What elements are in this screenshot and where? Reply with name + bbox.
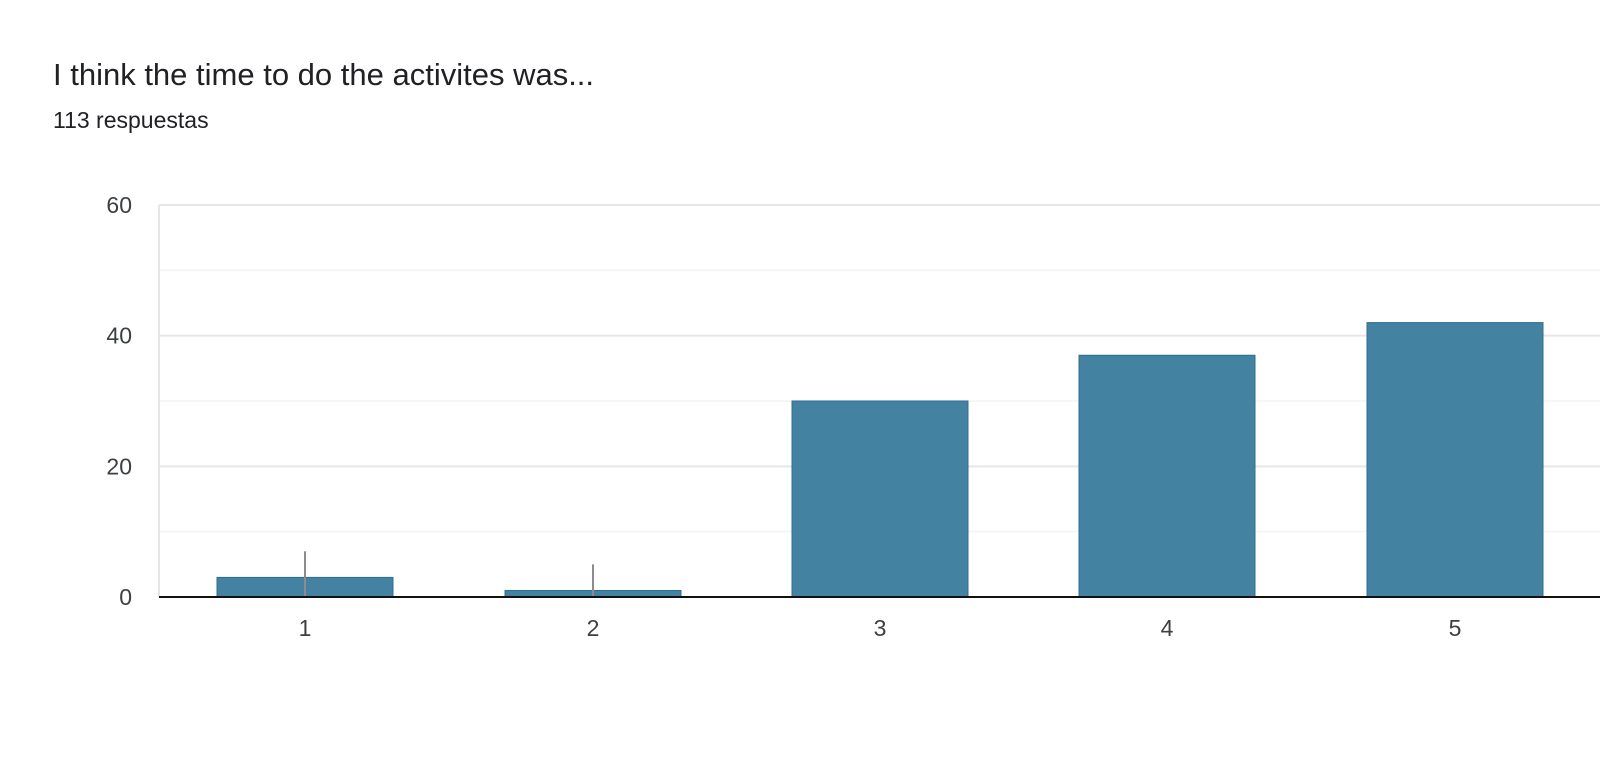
response-count: 113 respuestas	[53, 107, 209, 133]
y-tick-label: 60	[106, 192, 132, 218]
y-tick-label: 40	[106, 323, 132, 349]
bar-5[interactable]	[1366, 322, 1544, 598]
bars	[216, 322, 1544, 598]
x-tick-label: 3	[874, 615, 887, 641]
x-tick-label: 5	[1449, 615, 1462, 641]
bar-3[interactable]	[791, 400, 969, 598]
x-tick-label: 4	[1161, 615, 1174, 641]
question-title: I think the time to do the activites was…	[53, 57, 595, 92]
x-tick-label: 1	[299, 615, 312, 641]
y-tick-label: 20	[106, 453, 132, 479]
axes	[158, 205, 1600, 598]
y-tick-label: 0	[119, 584, 132, 610]
x-axis-ticks: 1 2 3 4 5	[299, 615, 1462, 641]
x-tick-label: 2	[587, 615, 600, 641]
bar-4[interactable]	[1078, 354, 1256, 598]
y-axis-ticks: 0 20 40 60	[106, 192, 132, 610]
error-bars	[304, 551, 594, 597]
